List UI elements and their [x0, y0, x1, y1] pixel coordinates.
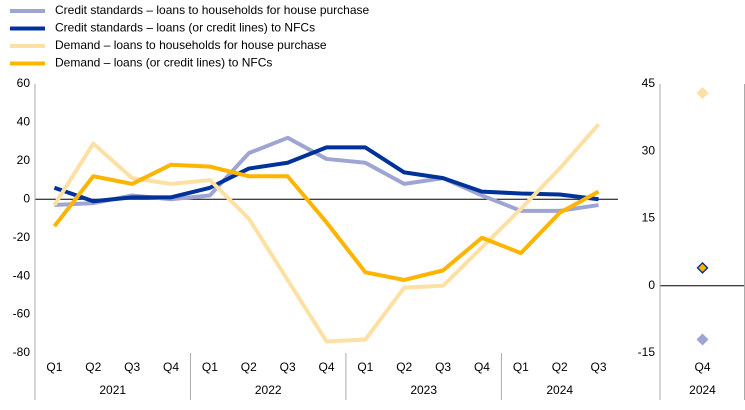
x-tick-label: Q2 [85, 360, 101, 374]
x-tick-label: Q1 [357, 360, 373, 374]
x-tick-label: Q2 [552, 360, 568, 374]
x-group-label: 2022 [255, 383, 282, 397]
diamond-marker [696, 86, 709, 99]
x-tick-label: Q2 [396, 360, 412, 374]
x-tick-label: Q1 [513, 360, 529, 374]
x-tick-label: Q3 [280, 360, 296, 374]
series-line [52, 123, 601, 344]
y-tick-label: 40 [17, 115, 31, 129]
y-tick-label: -80 [13, 345, 31, 359]
x-tick-label: Q4 [694, 360, 710, 374]
y-tick-label: 15 [642, 211, 656, 225]
x-group-label: 2021 [99, 383, 126, 397]
y-tick-label: 45 [642, 76, 656, 90]
x-tick-label: Q3 [124, 360, 140, 374]
x-tick-label: Q1 [202, 360, 218, 374]
y-tick-label: -15 [638, 345, 656, 359]
legend-label: Demand – loans to households for house p… [55, 38, 327, 52]
y-tick-label: 60 [17, 76, 31, 90]
series-line [53, 145, 599, 204]
diamond-marker [696, 333, 709, 346]
diamond-marker [698, 263, 707, 272]
x-tick-label: Q3 [591, 360, 607, 374]
series-line [52, 162, 600, 282]
y-tick-label: 20 [17, 153, 31, 167]
y-tick-label: -20 [13, 230, 31, 244]
legend-label: Credit standards – loans to households f… [55, 3, 370, 17]
x-tick-label: Q4 [163, 360, 179, 374]
legend-label: Demand – loans (or credit lines) to NFCs [55, 56, 272, 70]
x-group-label: 2024 [689, 383, 716, 397]
x-tick-label: Q1 [46, 360, 62, 374]
x-tick-label: Q3 [435, 360, 451, 374]
y-tick-label: 0 [23, 191, 30, 205]
x-tick-label: Q4 [318, 360, 334, 374]
x-group-label: 2024 [546, 383, 573, 397]
y-tick-label: -60 [13, 307, 31, 321]
y-tick-label: -40 [13, 268, 31, 282]
legend-label: Credit standards – loans (or credit line… [55, 21, 315, 35]
y-tick-label: 0 [648, 278, 655, 292]
x-group-label: 2023 [410, 383, 437, 397]
y-tick-label: 30 [642, 143, 656, 157]
x-tick-label: Q4 [474, 360, 490, 374]
x-tick-label: Q2 [241, 360, 257, 374]
